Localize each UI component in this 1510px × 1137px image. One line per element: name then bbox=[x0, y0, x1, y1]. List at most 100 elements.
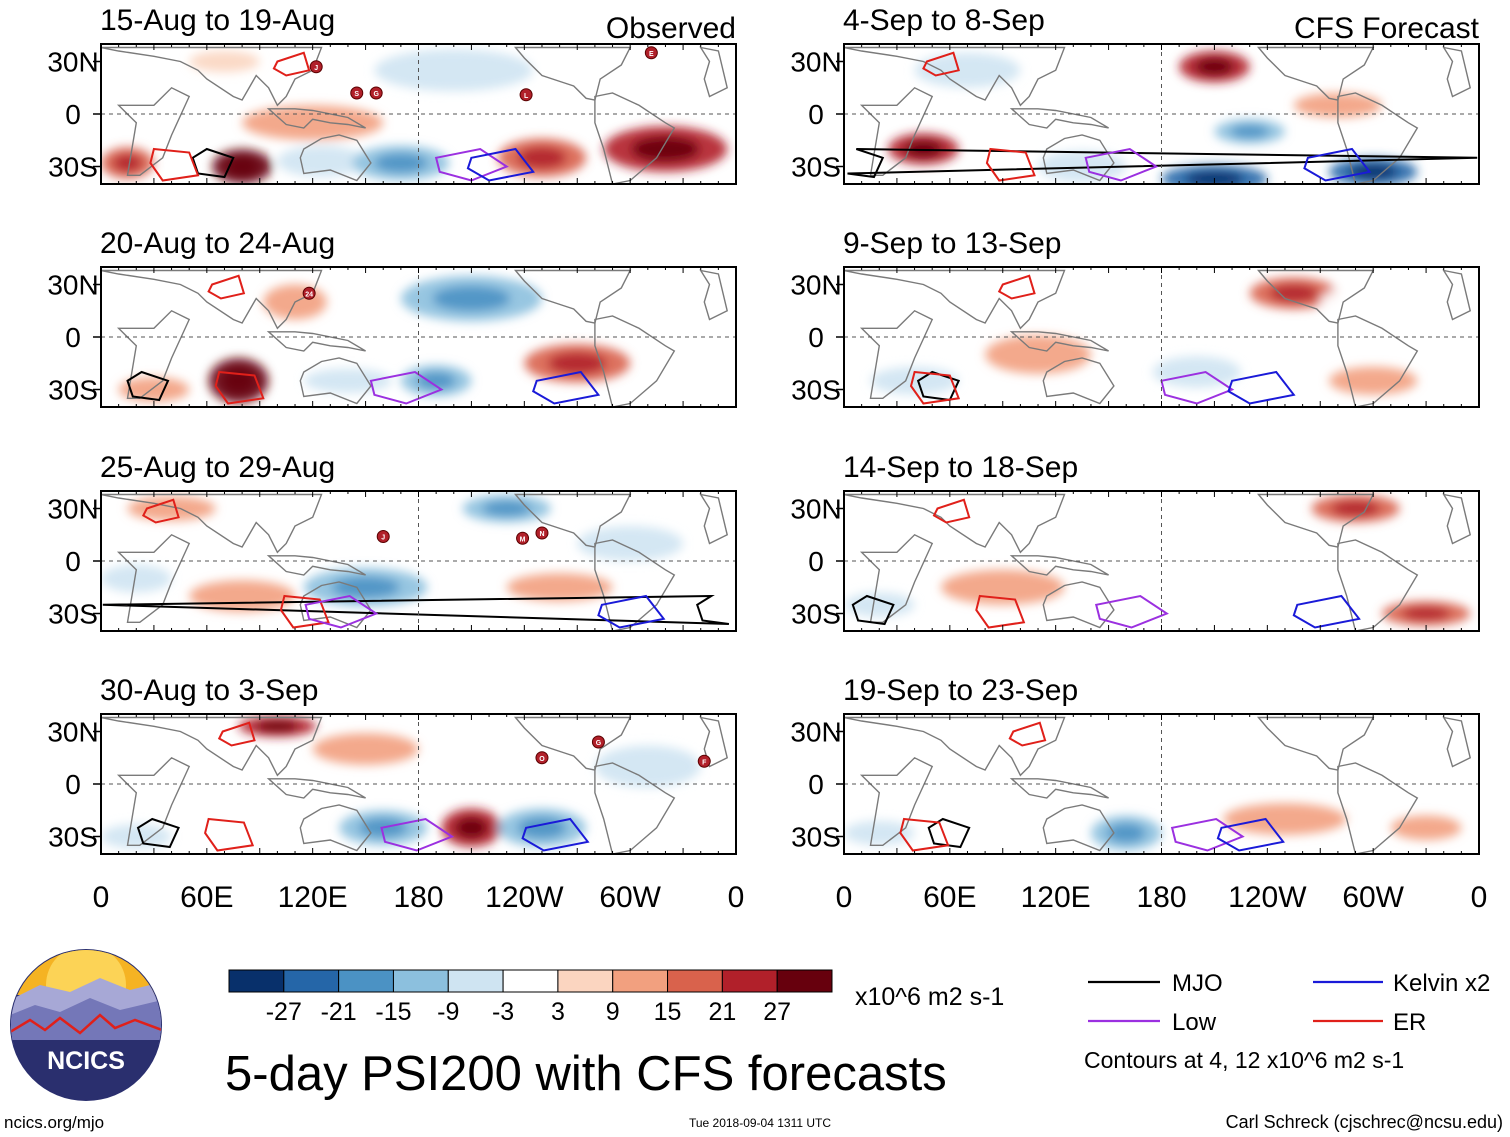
psi-anomaly-cell-3 bbox=[277, 145, 366, 177]
xtick-label-60W: 60W bbox=[599, 881, 661, 914]
ytick-label-30S: 30S bbox=[791, 822, 841, 853]
svg-text:F: F bbox=[702, 759, 707, 766]
ytick-label-30N: 30N bbox=[790, 270, 841, 301]
coastline-0 bbox=[101, 269, 323, 330]
colorbar-swatch-8 bbox=[667, 969, 723, 993]
coastline-4 bbox=[1257, 269, 1375, 324]
panel-1-1: 30N 0 30S 9-Sep to 13-Sep bbox=[790, 227, 1480, 408]
coastlines bbox=[101, 493, 729, 631]
ytick-label-30N: 30N bbox=[790, 47, 841, 78]
contour-2 bbox=[1094, 594, 1169, 629]
contour-0 bbox=[851, 594, 895, 626]
coastline-2 bbox=[299, 357, 372, 405]
ytick-label-30S: 30S bbox=[791, 375, 841, 406]
psi-anomaly-core-6 bbox=[1230, 124, 1270, 139]
storm-marker-G: G bbox=[591, 735, 605, 749]
psi-anomaly-cell-9 bbox=[189, 51, 260, 72]
coastline-4 bbox=[514, 493, 632, 548]
coastline-3 bbox=[1009, 555, 1109, 576]
psi-anomaly-core-1 bbox=[1106, 823, 1146, 843]
contour-0 bbox=[916, 370, 961, 402]
coastline-1 bbox=[116, 533, 191, 623]
panel-0-3: O G F 30N 0 30S 30-Aug to 3-Sep 0 60E 120E 180 120W… bbox=[47, 674, 744, 914]
coastline-5 bbox=[1337, 315, 1419, 407]
logo-text: NCICS bbox=[47, 1047, 125, 1075]
storm-marker-G: G bbox=[369, 86, 383, 100]
xtick-label-0: 0 bbox=[836, 881, 853, 914]
coastline-5 bbox=[594, 315, 676, 407]
panel-period-label: 19-Sep to 23-Sep bbox=[843, 674, 1078, 707]
colorbar-swatch-0 bbox=[228, 969, 285, 993]
psi-anomaly-core-0 bbox=[256, 720, 299, 733]
svg-text:S: S bbox=[354, 91, 359, 98]
coastline-0 bbox=[844, 269, 1066, 330]
panel-period-label: 25-Aug to 29-Aug bbox=[100, 451, 335, 484]
legend-label-mjo: MJO bbox=[1172, 970, 1223, 997]
legend-label-low: Low bbox=[1172, 1009, 1217, 1036]
ytick-label-0: 0 bbox=[808, 546, 824, 577]
psi-anomaly-core-2 bbox=[1185, 171, 1244, 184]
ytick-label-30S: 30S bbox=[48, 822, 98, 853]
coastline-0 bbox=[101, 716, 323, 777]
contour-1 bbox=[214, 370, 265, 405]
colorbar-label-15: 15 bbox=[654, 998, 682, 1026]
psi-anomaly-core-0 bbox=[1269, 284, 1319, 302]
coastline-3 bbox=[1009, 778, 1109, 799]
storm-marker-M: M bbox=[516, 531, 530, 545]
coastline-5 bbox=[1337, 92, 1419, 184]
ytick-label-30N: 30N bbox=[47, 717, 98, 748]
ytick-label-30N: 30N bbox=[790, 494, 841, 525]
psi-anomaly-cell-2 bbox=[844, 820, 915, 846]
wave-contours bbox=[851, 498, 1361, 629]
contour-0 bbox=[191, 147, 235, 179]
coastlines bbox=[101, 269, 729, 407]
svg-text:G: G bbox=[596, 740, 602, 747]
xtick-label-180: 180 bbox=[393, 881, 443, 914]
panel-period-label: 9-Sep to 13-Sep bbox=[843, 227, 1061, 260]
coastline-6 bbox=[1442, 46, 1472, 98]
storm-marker-F: F bbox=[697, 754, 711, 768]
colorbar-swatch-7 bbox=[612, 969, 669, 993]
contour-0 bbox=[847, 148, 1478, 179]
ytick-label-0: 0 bbox=[808, 99, 824, 130]
wave-contours bbox=[899, 721, 1285, 852]
storm-marker-24: 24 bbox=[302, 286, 316, 300]
colorbar-label-9: 9 bbox=[606, 998, 620, 1026]
colorbar-swatch-1 bbox=[283, 969, 340, 993]
svg-text:O: O bbox=[539, 756, 545, 763]
psi-anomaly-cell-5 bbox=[914, 52, 1021, 88]
coastline-0 bbox=[101, 46, 323, 107]
xtick-label-60W: 60W bbox=[1342, 881, 1404, 914]
colorbar-swatch-10 bbox=[776, 969, 833, 993]
colorbar-swatch-2 bbox=[338, 969, 394, 993]
panel-period-label: 20-Aug to 24-Aug bbox=[100, 227, 335, 260]
contour-3 bbox=[1292, 594, 1361, 629]
footer-author: Carl Schreck (cjschrec@ncsu.edu) bbox=[1226, 1112, 1503, 1132]
psi-anomaly-core-0 bbox=[225, 156, 259, 177]
storm-marker-E: E bbox=[644, 46, 658, 60]
column-label: CFS Forecast bbox=[1294, 12, 1480, 45]
contour-2 bbox=[1160, 370, 1235, 405]
colorbar-swatch-3 bbox=[392, 969, 449, 993]
wave-contours bbox=[126, 274, 601, 405]
psi-anomaly-cell-6 bbox=[594, 745, 701, 788]
psi-anomaly-cell-6 bbox=[101, 564, 172, 593]
figure-title: 5-day PSI200 with CFS forecasts bbox=[225, 1047, 947, 1101]
coastline-1 bbox=[859, 756, 934, 846]
colorbar-label-21: 21 bbox=[708, 998, 736, 1026]
coastlines bbox=[101, 716, 729, 854]
ytick-label-30S: 30S bbox=[48, 599, 98, 630]
colorbar-label--3: -3 bbox=[492, 998, 514, 1026]
psi-anomaly-cell-7 bbox=[647, 279, 719, 308]
ytick-label-30S: 30S bbox=[791, 152, 841, 183]
ncics-logo: NCICS bbox=[10, 949, 162, 1101]
wave-contours bbox=[149, 51, 535, 182]
psi-anomaly-cell-0 bbox=[1223, 803, 1347, 835]
contour-2 bbox=[1084, 147, 1159, 182]
xtick-label-120E: 120E bbox=[278, 881, 348, 914]
contour-3 bbox=[521, 817, 590, 852]
contour-1 bbox=[975, 594, 1026, 629]
contour-0 bbox=[102, 594, 730, 625]
contour-4 bbox=[272, 51, 311, 77]
